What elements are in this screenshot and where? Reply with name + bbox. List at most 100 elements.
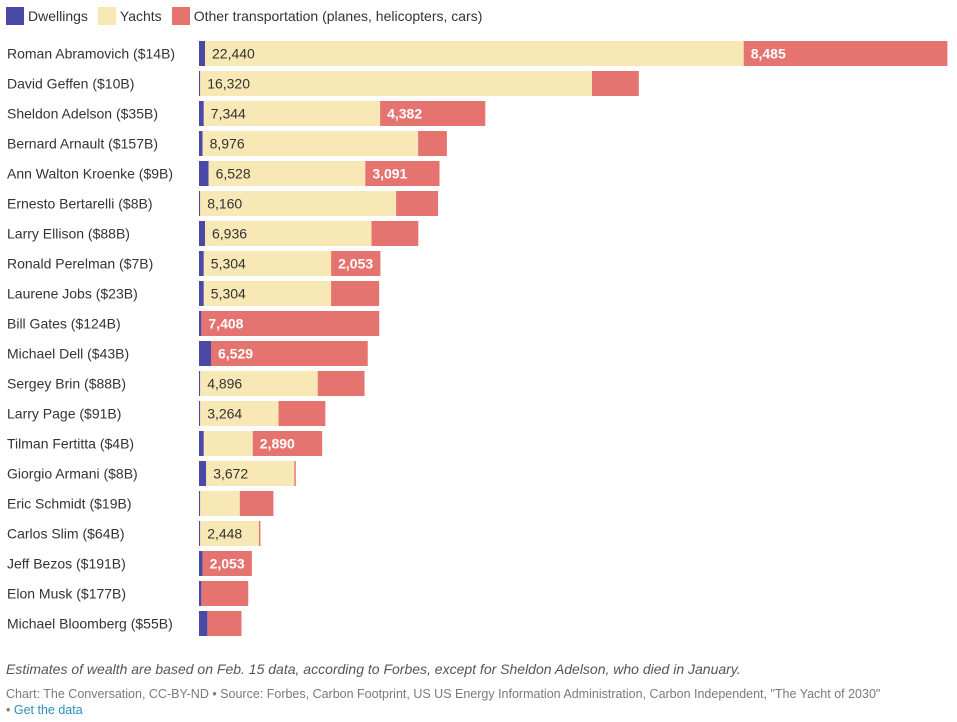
category-label-michael-bloomberg: Michael Bloomberg ($55B) [7,616,173,632]
bar-yachts-david-geffen [200,71,592,96]
bar-dwellings-bill-gates [199,311,202,336]
bar-other-elon-musk [201,581,249,606]
bar-dwellings-michael-bloomberg [199,611,208,636]
legend-label-yachts: Yachts [119,8,162,24]
bar-dwellings-bernard-arnault [199,131,203,156]
get-the-data-link[interactable]: Get the data [13,703,83,717]
data-label-yachts-giorgio-armani: 3,672 [213,466,248,482]
category-label-ronald-perelman: Ronald Perelman ($7B) [7,256,153,272]
bar-yachts-eric-schmidt [200,491,240,516]
bar-dwellings-david-geffen [199,71,201,96]
credit-text: Chart: The Conversation, CC-BY-ND • Sour… [6,687,881,701]
data-label-yachts-larry-page: 3,264 [207,406,242,422]
category-label-giorgio-armani: Giorgio Armani ($8B) [7,466,138,482]
bar-other-larry-page [278,401,326,426]
category-label-sergey-brin: Sergey Brin ($88B) [7,376,126,392]
bar-yachts-ernesto-bertarelli [200,191,397,216]
category-label-eric-schmidt: Eric Schmidt ($19B) [7,496,131,512]
bar-yachts-tilman-fertitta [203,431,253,456]
legend-swatch-dwellings [6,7,24,25]
data-label-other-ronald-perelman: 2,053 [338,256,373,272]
chart-notes: Estimates of wealth are based on Feb. 15… [6,661,741,677]
data-label-yachts-sheldon-adelson: 7,344 [211,106,246,122]
bar-dwellings-sheldon-adelson [199,101,204,126]
legend: Dwellings Yachts Other transportation (p… [6,6,492,26]
bar-yachts-roman-abramovich [205,41,744,66]
bar-other-david-geffen [591,71,639,96]
bar-yachts-giorgio-armani [206,461,295,486]
bar-dwellings-larry-page [199,401,201,426]
bar-other-eric-schmidt [239,491,274,516]
category-label-bernard-arnault: Bernard Arnault ($157B) [7,136,158,152]
bar-other-laurene-jobs [331,281,380,306]
bar-dwellings-carlos-slim [199,521,201,546]
data-label-yachts-carlos-slim: 2,448 [207,526,242,542]
data-label-yachts-sergey-brin: 4,896 [207,376,242,392]
bar-other-tilman-fertitta [252,431,323,456]
data-label-yachts-larry-ellison: 6,936 [212,226,247,242]
bar-dwellings-ann-walton-kroenke [199,161,209,186]
data-label-yachts-laurene-jobs: 5,304 [211,286,246,302]
bar-yachts-sergey-brin [200,371,318,396]
bar-other-ronald-perelman [331,251,381,276]
bar-other-giorgio-armani [294,461,296,486]
legend-item-dwellings: Dwellings [6,7,88,25]
category-label-ann-walton-kroenke: Ann Walton Kroenke ($9B) [7,166,173,182]
bar-dwellings-eric-schmidt [199,491,201,516]
bar-other-sheldon-adelson [380,101,486,126]
bar-dwellings-roman-abramovich [199,41,206,66]
bar-other-carlos-slim [258,521,261,546]
bar-yachts-larry-page [200,401,279,426]
data-label-yachts-ronald-perelman: 5,304 [211,256,246,272]
category-label-david-geffen: David Geffen ($10B) [7,76,134,92]
category-label-tilman-fertitta: Tilman Fertitta ($4B) [7,436,134,452]
data-label-yachts-david-geffen: 16,320 [207,76,250,92]
bar-other-michael-bloomberg [207,611,242,636]
bar-other-larry-ellison [371,221,419,246]
data-label-other-roman-abramovich: 8,485 [751,46,786,62]
data-label-other-sheldon-adelson: 4,382 [387,106,422,122]
category-label-roman-abramovich: Roman Abramovich ($14B) [7,46,175,62]
legend-item-other-transportation: Other transportation (planes, helicopter… [171,7,483,25]
data-label-other-bill-gates: 7,408 [208,316,243,332]
data-label-other-michael-dell: 6,529 [218,346,253,362]
bar-other-bill-gates [201,311,380,336]
category-label-jeff-bezos: Jeff Bezos ($191B) [7,556,126,572]
legend-swatch-yachts [97,7,116,25]
bar-other-sergey-brin [317,371,365,396]
category-label-laurene-jobs: Laurene Jobs ($23B) [7,286,138,302]
bar-dwellings-ronald-perelman [199,251,204,276]
bar-other-ernesto-bertarelli [396,191,439,216]
bar-dwellings-ernesto-bertarelli [199,191,201,216]
data-label-other-ann-walton-kroenke: 3,091 [372,166,407,182]
bar-dwellings-jeff-bezos [199,551,203,576]
category-label-elon-musk: Elon Musk ($177B) [7,586,126,602]
bar-other-jeff-bezos [202,551,252,576]
bar-other-michael-dell [211,341,368,366]
bar-yachts-ronald-perelman [203,251,332,276]
bar-other-bernard-arnault [418,131,447,156]
legend-label-dwellings: Dwellings [28,8,88,24]
bar-dwellings-sergey-brin [199,371,201,396]
bar-dwellings-tilman-fertitta [199,431,204,456]
bar-yachts-sheldon-adelson [203,101,381,126]
bar-dwellings-giorgio-armani [199,461,207,486]
bar-yachts-larry-ellison [205,221,372,246]
legend-item-yachts: Yachts [97,7,162,25]
bar-other-ann-walton-kroenke [365,161,440,186]
category-label-bill-gates: Bill Gates ($124B) [7,316,121,332]
data-label-yachts-ernesto-bertarelli: 8,160 [207,196,242,212]
bar-other-roman-abramovich [743,41,948,66]
category-label-carlos-slim: Carlos Slim ($64B) [7,526,124,542]
legend-swatch-other-transportation [171,7,190,25]
category-label-larry-page: Larry Page ($91B) [7,406,121,422]
data-label-yachts-roman-abramovich: 22,440 [212,46,255,62]
chart-credit: Chart: The Conversation, CC-BY-ND • Sour… [6,686,951,718]
category-label-sheldon-adelson: Sheldon Adelson ($35B) [7,106,158,122]
bar-yachts-bernard-arnault [202,131,419,156]
data-label-yachts-ann-walton-kroenke: 6,528 [216,166,251,182]
bar-yachts-carlos-slim [200,521,259,546]
data-label-yachts-bernard-arnault: 8,976 [210,136,245,152]
legend-label-other-transportation: Other transportation (planes, helicopter… [193,8,483,24]
bar-dwellings-laurene-jobs [199,281,204,306]
